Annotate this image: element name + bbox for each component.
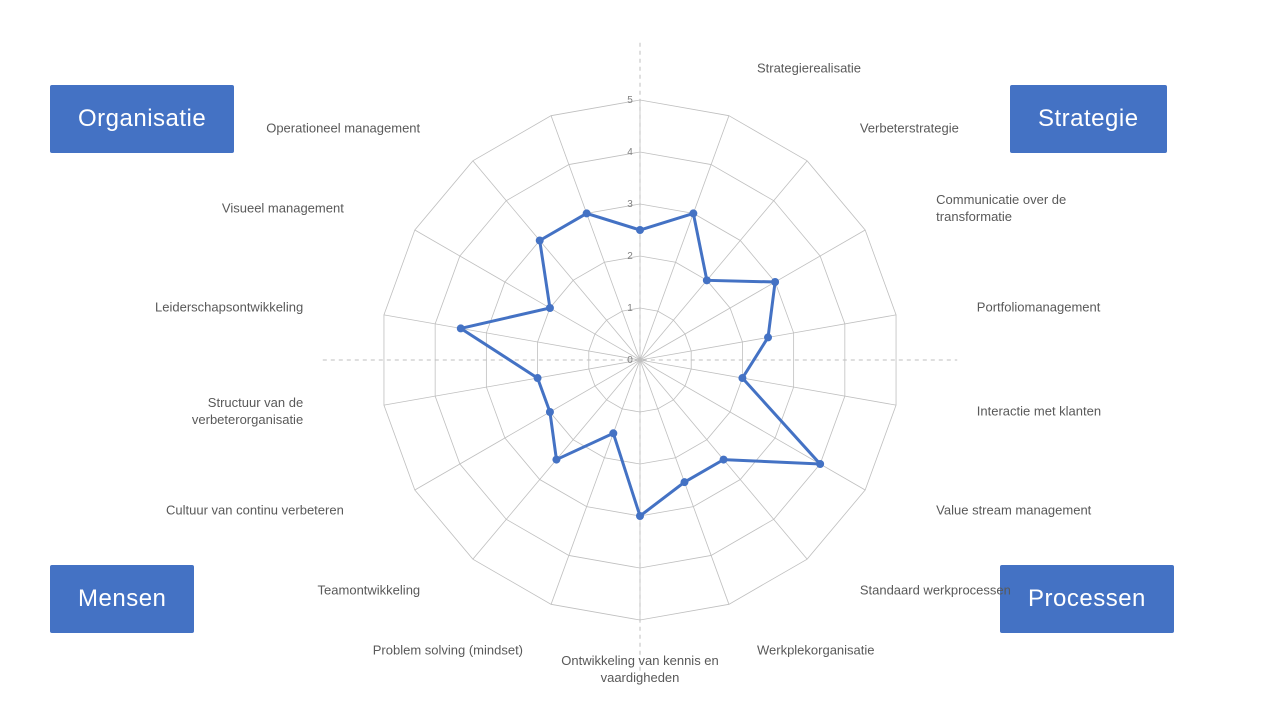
radar-data-point (680, 478, 688, 486)
corner-box-processen: Processen (1000, 565, 1174, 633)
radar-data-point (816, 460, 824, 468)
radar-data-point (609, 429, 617, 437)
ring-label: 2 (627, 251, 633, 262)
radar-data-point (771, 278, 779, 286)
radar-data-point (536, 236, 544, 244)
radar-data-point (703, 276, 711, 284)
radar-data-point (636, 226, 644, 234)
radar-data-point (689, 209, 697, 217)
ring-label: 5 (627, 95, 633, 106)
radar-data-point (583, 209, 591, 217)
ring-label: 1 (627, 303, 633, 314)
radar-data-point (738, 374, 746, 382)
radar-data-point (764, 333, 772, 341)
radar-data-point (552, 456, 560, 464)
radar-data-point (546, 304, 554, 312)
radar-data-point (720, 456, 728, 464)
radar-data-point (546, 408, 554, 416)
corner-box-strategie: Strategie (1010, 85, 1167, 153)
ring-label: 4 (627, 147, 633, 158)
corner-box-organisatie: Organisatie (50, 85, 234, 153)
radar-data-point (457, 324, 465, 332)
ring-label: 3 (627, 199, 633, 210)
radar-data-point (534, 374, 542, 382)
ring-label: 0 (627, 355, 633, 366)
radar-data-point (636, 512, 644, 520)
corner-box-mensen: Mensen (50, 565, 194, 633)
